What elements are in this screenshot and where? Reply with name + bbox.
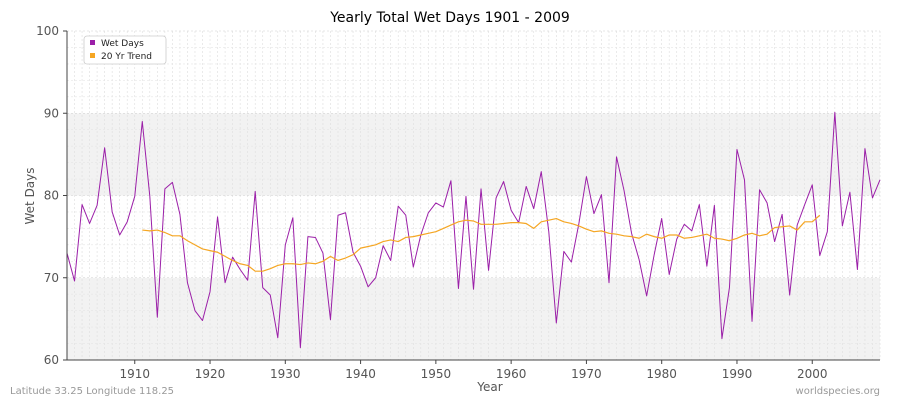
x-tick-label: 1990: [722, 367, 753, 381]
x-tick-label: 1970: [571, 367, 602, 381]
y-tick-label: 70: [44, 271, 59, 285]
x-tick-label: 1960: [496, 367, 527, 381]
footer-source: worldspecies.org: [796, 386, 880, 397]
footer-location: Latitude 33.25 Longitude 118.25: [10, 386, 174, 397]
x-tick-label: 2000: [797, 367, 828, 381]
x-axis-label: Year: [476, 380, 502, 394]
y-tick-label: 60: [44, 353, 59, 367]
x-tick-label: 1920: [195, 367, 226, 381]
legend: Wet Days 20 Yr Trend: [83, 35, 167, 65]
chart-title: Yearly Total Wet Days 1901 - 2009: [329, 10, 570, 26]
y-axis-label: Wet Days: [23, 167, 37, 224]
trend-line: [142, 214, 821, 272]
legend-box: [83, 35, 167, 65]
wet-days-line: [66, 111, 881, 349]
legend-swatch-trend: [90, 53, 95, 58]
y-tick-label: 80: [44, 189, 59, 203]
y-tick-label: 100: [36, 24, 59, 38]
legend-label-wet-days: Wet Days: [101, 39, 144, 49]
legend-swatch-wet-days: [90, 40, 95, 45]
x-tick-label: 1930: [270, 367, 301, 381]
axes: [63, 30, 880, 364]
y-tick-label: 90: [44, 106, 59, 120]
x-tick-label: 1950: [421, 367, 452, 381]
legend-label-trend: 20 Yr Trend: [101, 52, 152, 62]
tick-labels: 60 70 80 90 100 1910 1920 1930 1940 1950 1960 1970 1…: [36, 24, 827, 381]
x-tick-label: 1940: [345, 367, 376, 381]
series-lines: [66, 111, 881, 349]
x-tick-label: 1910: [119, 367, 150, 381]
x-tick-label: 1980: [646, 367, 677, 381]
